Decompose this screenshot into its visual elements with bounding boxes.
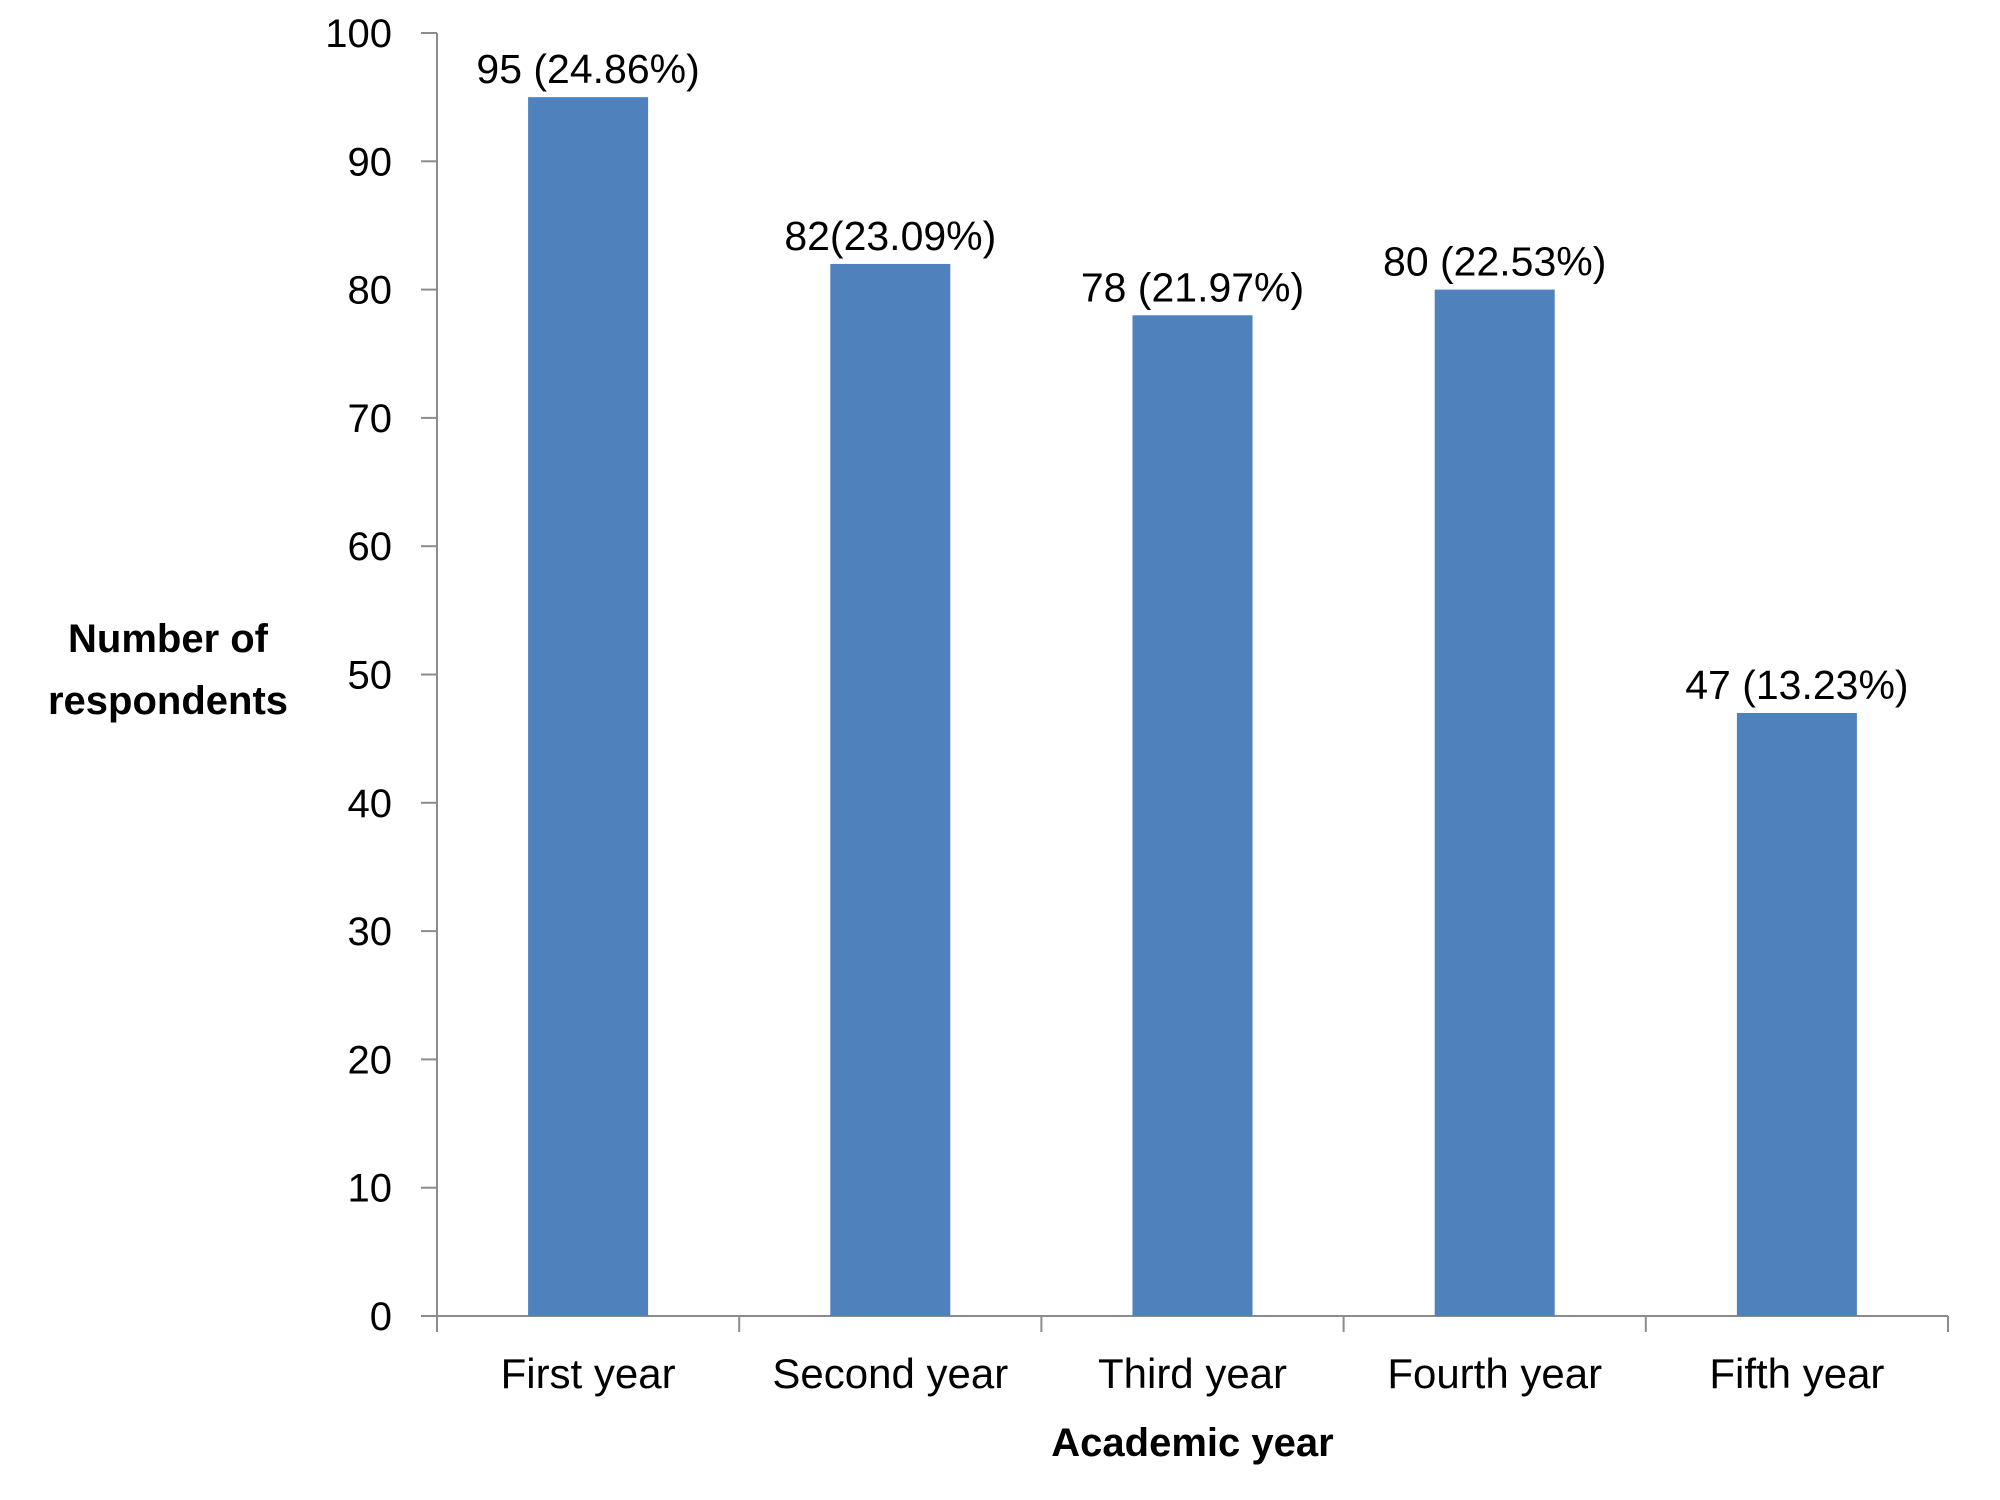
x-category-label: Second year [772, 1350, 1008, 1397]
y-tick-label: 60 [348, 525, 393, 569]
data-labels: 95 (24.86%) 82(23.09%) 78 (21.97%) 80 (22.5… [476, 46, 1908, 708]
x-category-label: Fifth year [1709, 1350, 1884, 1397]
bar [1434, 289, 1555, 1317]
bar [528, 97, 649, 1316]
bars [528, 97, 1857, 1317]
bar-data-label: 78 (21.97%) [1081, 264, 1304, 310]
y-tick-label: 80 [348, 269, 393, 313]
y-tick-label: 10 [348, 1167, 393, 1211]
x-category-label: Fourth year [1387, 1350, 1602, 1397]
bar [830, 263, 951, 1317]
bar-data-label: 95 (24.86%) [476, 46, 699, 92]
bar-data-label: 80 (22.53%) [1383, 239, 1606, 285]
y-axis-title-line-1: Number of [68, 617, 269, 661]
y-tick-label: 50 [348, 654, 393, 698]
y-tick-label: 20 [348, 1038, 393, 1082]
y-tick-label: 30 [348, 910, 393, 954]
y-tick-label: 90 [348, 140, 393, 184]
bar-data-label: 82(23.09%) [784, 213, 996, 259]
y-tick-label: 40 [348, 782, 393, 826]
x-axis-title: Academic year [1051, 1421, 1333, 1465]
x-category-label: Third year [1098, 1350, 1287, 1397]
y-tick-label: 100 [325, 12, 392, 56]
bar [1132, 315, 1253, 1316]
y-tick-label: 0 [370, 1295, 392, 1339]
y-axis-title-line-2: respondents [48, 679, 288, 723]
y-axis: 0 10 20 30 40 50 60 70 80 90 100 [325, 12, 438, 1339]
bar [1736, 712, 1857, 1316]
bar-data-label: 47 (13.23%) [1685, 662, 1908, 708]
x-category-label: First year [501, 1350, 676, 1397]
x-axis: First year Second year Third year Fourth ye… [436, 1315, 1949, 1397]
y-tick-label: 70 [348, 397, 393, 441]
